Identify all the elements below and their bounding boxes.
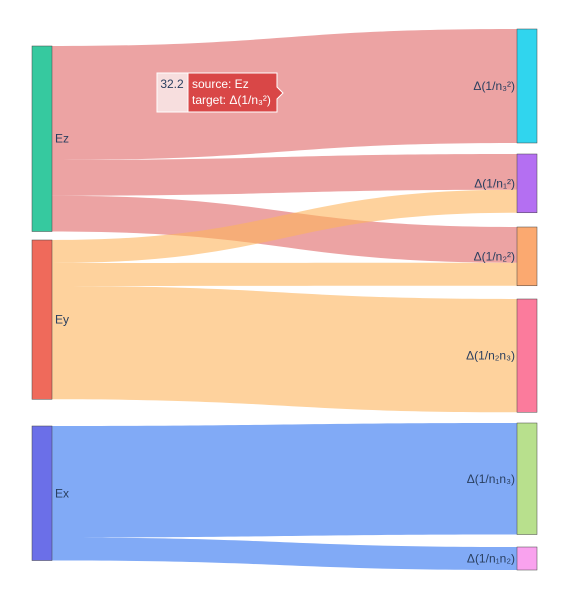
tooltip-target: target: Δ(1/n₃²) <box>192 93 271 107</box>
node-n2n3[interactable] <box>516 298 538 413</box>
node-Ex[interactable] <box>31 425 53 561</box>
tooltip-label-box <box>187 72 284 113</box>
link-Ey-to-n2n3[interactable] <box>52 286 517 413</box>
node-label-n2n3: Δ(1/n₂n₃) <box>466 349 515 363</box>
links-layer <box>52 29 517 571</box>
node-n2sq[interactable] <box>516 226 538 287</box>
node-label-n2sq: Δ(1/n₂²) <box>474 249 515 263</box>
tooltip-source: source: Ez <box>192 77 249 91</box>
tooltip-value: 32.2 <box>160 77 184 91</box>
link-Ex-to-n1n2[interactable] <box>52 537 517 571</box>
link-Ey-to-n1sq[interactable] <box>52 189 517 264</box>
link-Ey-to-n2sq[interactable] <box>52 262 517 287</box>
node-n1n3[interactable] <box>516 422 538 535</box>
node-n1n2[interactable] <box>516 546 538 571</box>
node-label-n1n3: Δ(1/n₁n₃) <box>467 472 515 486</box>
labels-layer: Ez Ey Ex Δ(1/n₃²) Δ(1/n₁²) Δ(1/n₂²) Δ(1/n₂n₃) Δ… <box>55 79 515 566</box>
node-label-n1sq: Δ(1/n₁²) <box>474 176 515 190</box>
node-Ey[interactable] <box>31 239 53 400</box>
node-label-Ey: Ey <box>55 313 69 327</box>
node-label-n3sq: Δ(1/n₃²) <box>473 79 515 93</box>
node-n1sq[interactable] <box>516 153 538 214</box>
hover-tooltip: 32.2 source: Ez target: Δ(1/n₃²) <box>156 72 284 113</box>
node-n3sq[interactable] <box>516 28 538 144</box>
node-label-n1n2: Δ(1/n₁n₂) <box>467 552 515 566</box>
nodes-layer <box>31 28 538 571</box>
node-label-Ez: Ez <box>55 132 69 146</box>
node-label-Ex: Ex <box>55 486 69 500</box>
node-Ez[interactable] <box>31 45 53 232</box>
link-Ez-to-n3sq[interactable] <box>52 29 517 160</box>
link-Ez-to-n1sq[interactable] <box>52 154 517 196</box>
link-Ex-to-n1n3[interactable] <box>52 423 517 538</box>
